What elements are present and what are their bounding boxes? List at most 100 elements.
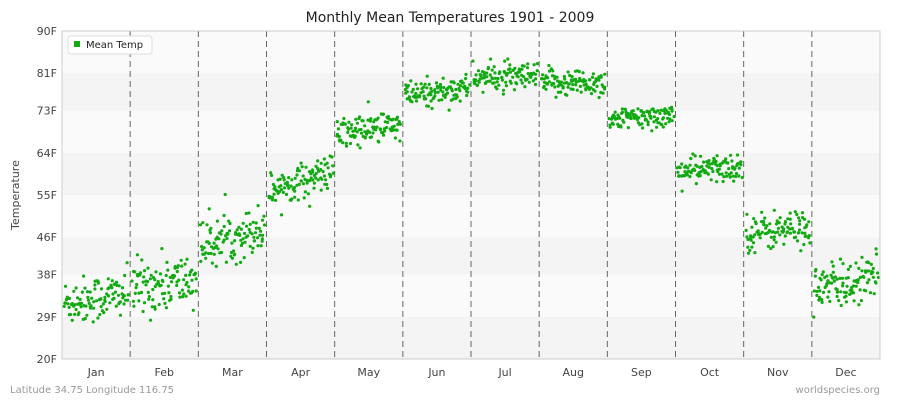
data-point [694, 182, 699, 186]
data-point [692, 168, 697, 172]
data-point [261, 233, 265, 237]
data-point [324, 178, 328, 182]
data-point [762, 220, 766, 224]
data-point [739, 163, 743, 167]
data-point [517, 68, 522, 72]
data-point [520, 67, 524, 71]
data-point [287, 186, 291, 190]
data-point [874, 252, 879, 256]
data-point [296, 198, 300, 202]
data-point [296, 166, 300, 171]
data-point [215, 219, 219, 223]
data-point [325, 186, 330, 190]
data-point [142, 275, 146, 279]
data-point [312, 181, 316, 185]
data-point [245, 224, 249, 228]
data-point [626, 126, 631, 130]
data-point [839, 303, 843, 308]
data-point [575, 88, 579, 92]
data-point [439, 85, 443, 89]
data-point [404, 83, 408, 87]
data-point [717, 172, 722, 176]
data-point [391, 117, 395, 121]
data-point [222, 213, 226, 218]
data-point [864, 289, 868, 293]
data-point [395, 128, 399, 132]
data-point [162, 297, 166, 301]
data-point [374, 128, 378, 132]
data-point [520, 81, 524, 85]
data-point [153, 278, 157, 282]
data-point [699, 154, 703, 158]
data-point [706, 172, 711, 176]
data-point [135, 282, 139, 287]
data-point [201, 221, 205, 225]
data-point [238, 233, 242, 237]
data-point [175, 283, 179, 288]
data-point [797, 216, 801, 220]
data-point [181, 295, 185, 299]
data-point [841, 262, 845, 266]
data-point [176, 264, 180, 268]
data-point [837, 298, 841, 303]
data-point [691, 152, 695, 156]
data-point [799, 249, 803, 253]
data-point [74, 286, 78, 290]
data-point [708, 162, 712, 166]
data-point [732, 167, 737, 171]
data-point [646, 120, 650, 124]
data-point [693, 154, 697, 158]
data-point [163, 291, 167, 295]
data-point [825, 274, 829, 278]
data-point [165, 260, 169, 264]
data-point [331, 171, 335, 175]
data-point [290, 178, 294, 182]
data-point [410, 100, 414, 104]
data-point [259, 229, 263, 233]
data-point [149, 273, 153, 277]
data-point [652, 115, 657, 119]
data-point [802, 217, 807, 221]
data-point [788, 217, 792, 221]
data-point [566, 85, 570, 89]
data-point [501, 92, 505, 96]
data-point [728, 175, 732, 179]
data-point [715, 164, 719, 168]
data-point [314, 176, 318, 180]
data-point [212, 241, 216, 245]
data-point [66, 302, 70, 306]
data-point [425, 74, 429, 78]
data-point [359, 127, 363, 132]
data-point [766, 244, 771, 248]
data-point [122, 302, 126, 306]
data-point [788, 211, 792, 215]
data-point [299, 161, 303, 165]
data-point [555, 75, 559, 79]
data-point [440, 98, 444, 102]
data-point [337, 134, 341, 139]
data-point [678, 166, 682, 170]
data-point [656, 109, 660, 113]
data-point [641, 126, 645, 130]
data-point [275, 189, 279, 193]
data-point [777, 221, 781, 225]
data-point [860, 269, 864, 273]
data-point [214, 244, 219, 248]
data-point [655, 125, 659, 129]
data-point [322, 174, 326, 178]
data-point [508, 70, 512, 74]
data-point [188, 273, 192, 277]
data-point [419, 82, 423, 86]
data-point [813, 274, 817, 278]
data-point [495, 80, 499, 84]
data-point [731, 174, 735, 178]
data-point [565, 93, 569, 97]
data-point [699, 170, 703, 174]
data-point [552, 74, 556, 78]
data-point [590, 75, 595, 79]
data-point [135, 253, 139, 257]
data-point [182, 292, 186, 296]
data-point [282, 186, 287, 190]
data-point [160, 247, 164, 251]
data-point [871, 275, 875, 279]
